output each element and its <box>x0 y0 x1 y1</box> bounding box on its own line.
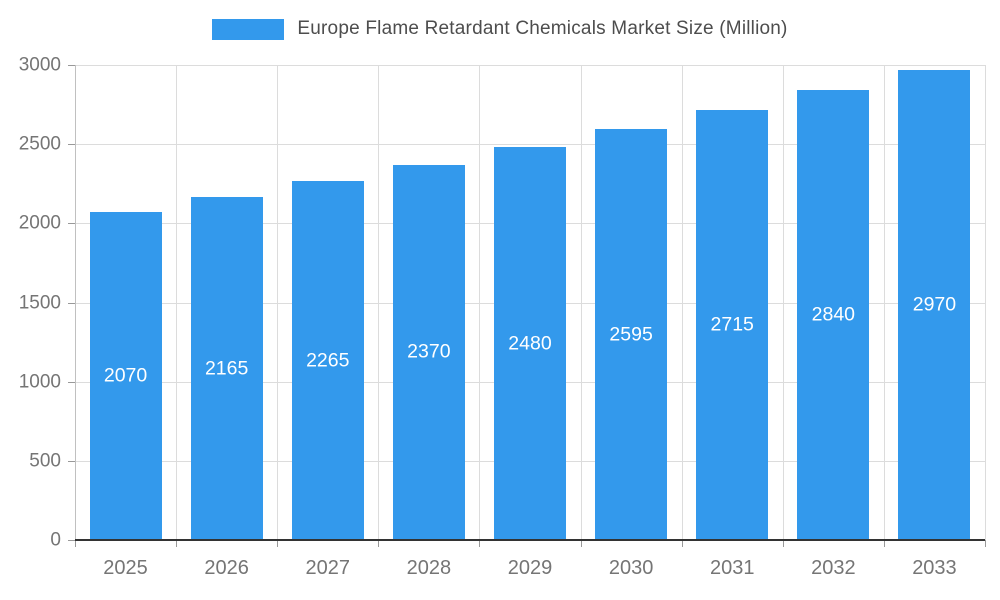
x-tick-label: 2027 <box>305 557 351 579</box>
y-tick-label: 1500 <box>18 292 61 313</box>
x-tick-label: 2029 <box>507 557 553 579</box>
x-axis-line <box>75 539 985 541</box>
bar-2033: 2970 <box>898 69 971 540</box>
x-tick-label: 2025 <box>103 557 148 579</box>
gridline-vertical <box>883 65 885 540</box>
gridline-vertical <box>277 65 279 540</box>
y-tick-mark <box>68 302 75 304</box>
chart-title: Europe Flame Retardant Chemicals Market … <box>297 18 788 39</box>
bar-2031: 2715 <box>696 110 769 540</box>
x-tick-mark <box>681 540 683 547</box>
bar-2027: 2265 <box>291 181 364 540</box>
x-tick-mark <box>883 540 885 547</box>
bar-value-label: 2480 <box>508 332 552 355</box>
y-tick-mark <box>68 65 75 66</box>
bar-value-label: 2165 <box>204 357 249 380</box>
x-tick-label: 2026 <box>204 557 249 579</box>
y-tick-label: 0 <box>50 529 61 551</box>
x-tick-label: 2030 <box>608 557 654 579</box>
x-tick-mark <box>479 540 481 547</box>
bar-value-label: 2070 <box>103 364 148 387</box>
bar-2029: 2480 <box>494 147 566 540</box>
bar-2026: 2165 <box>190 197 263 540</box>
y-tick-label: 500 <box>29 450 61 472</box>
gridline-vertical <box>681 65 683 540</box>
x-tick-label: 2033 <box>912 557 957 579</box>
bar-2025: 2070 <box>89 212 162 540</box>
y-tick-mark <box>68 540 75 541</box>
legend-swatch <box>212 18 285 40</box>
plot-area: 0 500 1000 1500 2000 2500 3000 2070 2165 2265 2370… <box>19 56 986 579</box>
x-tick-mark <box>580 540 582 547</box>
y-tick-mark <box>68 223 75 225</box>
gridline-horizontal <box>75 144 985 146</box>
x-tick-label: 2032 <box>811 557 856 579</box>
gridline-horizontal <box>75 65 985 66</box>
x-tick-mark <box>176 540 178 547</box>
x-tick-label: 2028 <box>406 557 452 579</box>
x-tick-label: 2031 <box>709 557 755 579</box>
bar-value-label: 2715 <box>710 313 754 336</box>
chart-legend: Europe Flame Retardant Chemicals Market … <box>0 18 1000 40</box>
y-tick-mark <box>68 144 75 146</box>
y-tick-label: 2000 <box>18 212 61 234</box>
bar-2028: 2370 <box>392 164 465 540</box>
gridline-vertical <box>378 65 380 540</box>
x-tick-mark <box>277 540 279 547</box>
bar-value-label: 2265 <box>306 349 350 372</box>
gridline-vertical <box>782 65 784 540</box>
y-tick-label: 1000 <box>18 371 61 393</box>
gridline-vertical <box>580 65 582 540</box>
y-axis-line <box>75 65 76 540</box>
bar-2030: 2595 <box>595 129 668 540</box>
x-tick-mark <box>75 540 76 547</box>
x-tick-mark <box>378 540 380 547</box>
y-tick-mark <box>68 460 75 462</box>
x-tick-mark <box>782 540 784 547</box>
gridline-vertical <box>176 65 178 540</box>
bar-value-label: 2595 <box>609 323 653 346</box>
y-tick-label: 2500 <box>18 133 61 155</box>
y-tick-label: 3000 <box>18 54 61 76</box>
bar-value-label: 2970 <box>912 293 957 316</box>
y-tick-mark <box>68 381 75 383</box>
x-tick-mark <box>985 540 986 547</box>
bar-value-label: 2840 <box>811 303 856 326</box>
gridline-vertical <box>479 65 481 540</box>
bar-value-label: 2370 <box>407 340 451 363</box>
bar-2032: 2840 <box>797 90 870 540</box>
gridline-vertical <box>985 65 986 540</box>
